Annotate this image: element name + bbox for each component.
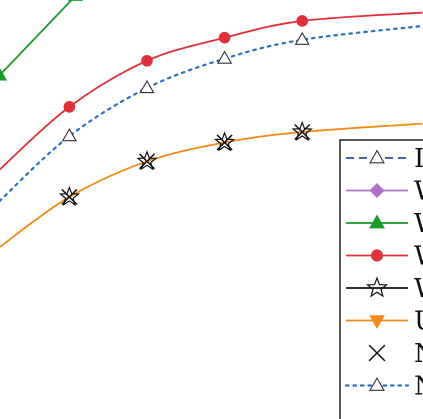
legend-marker [370,249,384,262]
legend-marker [369,182,385,199]
legend-label: N [414,372,423,402]
legend-marker [369,315,385,329]
series-black-star [58,120,313,207]
point-red-circle [63,101,76,113]
point-blue-dotted-triangle [294,31,310,45]
point-blue-dotted-triangle [61,128,77,142]
legend: IWWWWUNN [339,139,423,419]
series-orange-down-triangle [0,122,423,248]
legend-label: W [414,209,423,239]
legend-entry: W [346,177,423,207]
legend-label: W [414,242,423,272]
series-line-red-circle [0,11,423,171]
legend-entry: N [344,372,423,402]
point-red-circle [141,54,153,67]
legend-entry: W [346,274,423,304]
legend-label: I [414,144,423,174]
legend-label: W [414,274,423,304]
series-line-green-triangle [0,0,73,77]
point-green-triangle [0,68,8,81]
legend-label: N [414,339,423,369]
legend-entry: U [346,307,423,337]
point-black-star [136,150,158,171]
point-black-x [294,123,311,141]
point-black-x [61,188,78,205]
legend-marker [369,377,385,391]
point-blue-dotted-triangle [139,79,155,94]
series-blue-dotted-triangle [0,24,423,203]
legend-label: W [414,177,423,207]
point-black-star [213,131,236,152]
series-red-circle [0,11,423,171]
point-black-x [216,134,233,151]
point-red-circle [296,15,308,27]
legend-marker [365,276,389,298]
legend-marker [369,149,385,164]
point-black-star [291,120,313,142]
legend-marker [369,214,385,229]
series-line-blue-dotted-triangle [0,24,423,203]
series-line-orange-down-triangle [0,122,423,248]
series-layer [0,0,423,248]
legend-entry: W [346,242,423,272]
point-black-star [58,185,81,207]
point-blue-dotted-triangle [216,50,233,64]
legend-marker [368,344,386,362]
point-red-circle [218,31,231,44]
series-black-x [61,123,311,205]
legend-entry: I [346,144,423,174]
legend-entry: W [346,209,423,239]
point-black-x [138,153,155,170]
legend-label: U [414,307,423,337]
series-green-triangle [0,0,84,81]
legend-entry: N [368,339,423,369]
legend-box [339,139,423,419]
